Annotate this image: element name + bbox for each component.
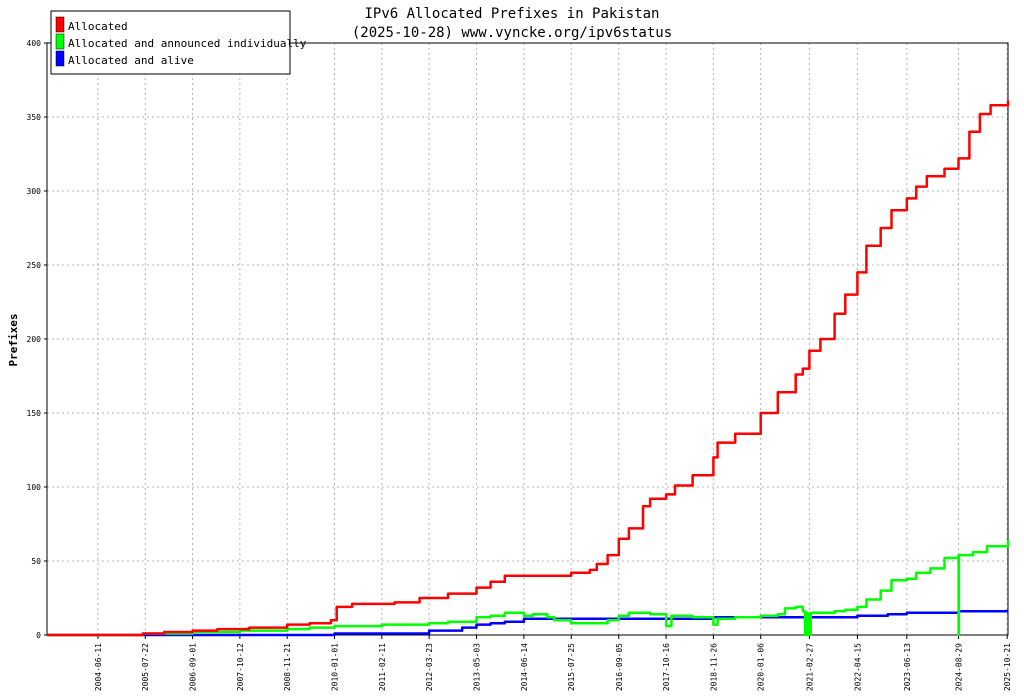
x-tick-label: 2014-06-14 — [520, 643, 529, 691]
y-tick-label: 150 — [27, 409, 42, 418]
chart-title: IPv6 Allocated Prefixes in Pakistan — [364, 6, 659, 22]
y-tick-label: 400 — [27, 39, 42, 48]
y-tick-label: 350 — [27, 113, 42, 122]
x-tick-label: 2018-11-26 — [709, 643, 718, 691]
x-tick-label: 2021-02-27 — [805, 643, 814, 691]
x-tick-label: 2008-11-21 — [283, 643, 292, 691]
series-group — [47, 100, 1010, 637]
x-tick-label: 2013-05-03 — [472, 643, 481, 691]
y-axis-label: Prefixes — [7, 314, 20, 367]
x-tick-label: 2017-10-16 — [662, 643, 671, 691]
y-tick-label: 200 — [27, 335, 42, 344]
legend-label-alive: Allocated and alive — [68, 54, 194, 67]
legend-swatch-allocated — [55, 16, 65, 33]
y-axis: 0 50 100 150 200 250 300 350 400 — [27, 39, 47, 640]
x-tick-label: 2007-10-12 — [236, 643, 245, 691]
y-tick-label: 50 — [31, 557, 41, 566]
x-tick-label: 2012-03-23 — [425, 643, 434, 691]
legend-swatch-announced — [55, 33, 65, 50]
x-axis: 2004-06-11 2005-07-22 2006-09-01 2007-10-12… — [94, 635, 1012, 691]
x-tick-label: 2004-06-11 — [94, 643, 103, 691]
legend-label-announced: Allocated and announced individually — [68, 37, 307, 50]
x-tick-label: 2025-10-21 — [1003, 643, 1012, 691]
legend-label-allocated: Allocated — [68, 20, 128, 33]
y-tick-label: 100 — [27, 483, 42, 492]
x-tick-label: 2024-08-29 — [954, 643, 963, 691]
chart-subtitle: (2025-10-28) www.vyncke.org/ipv6status — [352, 25, 672, 41]
x-tick-label: 2010-01-01 — [331, 643, 340, 691]
x-tick-label: 2023-06-13 — [903, 643, 912, 691]
x-tick-label: 2015-07-25 — [567, 643, 576, 691]
x-tick-label: 2020-01-06 — [757, 643, 766, 691]
legend: Allocated Allocated and announced indivi… — [50, 10, 307, 75]
series-line-allocated-and-alive — [47, 609, 1009, 637]
grid — [47, 43, 1008, 635]
y-tick-label: 250 — [27, 261, 42, 270]
y-tick-label: 0 — [36, 631, 41, 640]
x-tick-label: 2016-09-05 — [615, 643, 624, 691]
x-tick-label: 2005-07-22 — [141, 643, 150, 691]
legend-box — [50, 10, 291, 75]
series-line-allocated-and-announced-individually — [47, 540, 1010, 637]
legend-swatch-alive — [55, 50, 65, 67]
x-tick-label: 2006-09-01 — [189, 643, 198, 691]
x-tick-label: 2022-04-15 — [853, 643, 862, 691]
x-tick-label: 2011-02-11 — [378, 643, 387, 691]
series-line-allocated — [47, 100, 1010, 637]
y-tick-label: 300 — [27, 187, 42, 196]
